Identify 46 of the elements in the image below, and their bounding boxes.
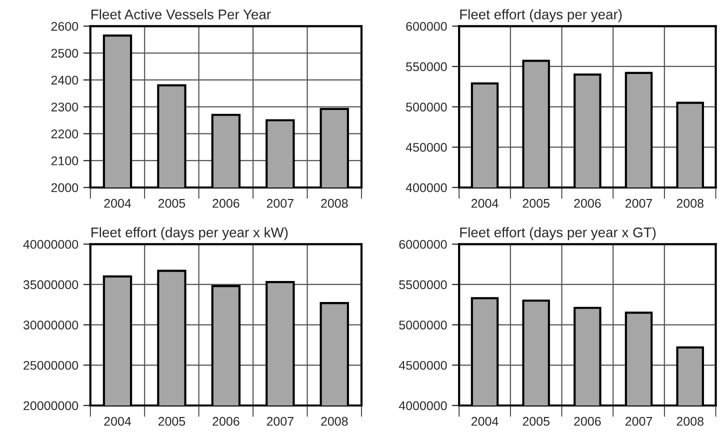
x-tick-label: 2007 [625,198,652,208]
y-tick-label: 2500 [51,48,78,58]
y-tick-label: 500000 [406,102,447,112]
y-tick-label: 25000000 [24,360,78,370]
x-tick-label: 2004 [472,416,498,426]
x-tick-label: 2007 [266,416,294,426]
x-tick-label: 2008 [321,198,348,208]
y-tick-label: 600000 [406,22,447,31]
y-tick-label: 5000000 [399,320,447,330]
y-tick-label: 30000000 [23,320,78,330]
y-tick-label: 40000000 [23,240,78,249]
y-tick-label: 450000 [406,142,447,152]
y-tick-label: 2600 [51,22,78,31]
y-tick-label: 2300 [51,102,78,112]
y-tick-label: 550000 [406,62,447,72]
y-tick-label: 2000 [51,183,78,192]
x-tick-label: 2006 [212,198,240,208]
x-tick-label: 2007 [266,198,294,208]
x-tick-label: 2008 [321,416,348,426]
chart-title: Fleet Active Vessels Per Year [92,9,271,20]
y-tick-label: 2100 [51,156,78,166]
x-tick-label: 2004 [472,198,498,208]
y-tick-label: 35000000 [23,280,78,290]
y-tick-label: 5500000 [399,280,447,290]
y-tick-label: 2400 [51,76,78,85]
x-tick-label: 2005 [158,416,186,426]
x-tick-label: 2006 [212,416,240,426]
y-tick-label: 20000000 [24,401,78,410]
x-tick-label: 2008 [676,416,704,426]
x-tick-label: 2004 [104,198,132,208]
x-tick-label: 2004 [104,416,132,426]
y-tick-label: 2200 [51,130,78,138]
x-tick-label: 2005 [158,198,186,208]
y-tick-label: 400000 [406,183,447,192]
x-tick-label: 2005 [522,198,550,208]
x-tick-label: 2007 [625,416,652,426]
x-tick-label: 2006 [574,416,601,426]
y-tick-label: 4000000 [398,401,447,410]
x-tick-label: 2005 [522,416,550,426]
chart-title: Fleet effort (days per year x GT) [460,227,656,240]
x-tick-label: 2008 [676,198,704,208]
chart-title: Fleet effort (days per year) [460,9,622,22]
y-tick-label: 6000000 [399,240,447,249]
chart-title: Fleet effort (days per year x kW) [92,227,288,240]
y-tick-label: 4500000 [398,360,447,370]
x-tick-label: 2006 [574,198,601,208]
